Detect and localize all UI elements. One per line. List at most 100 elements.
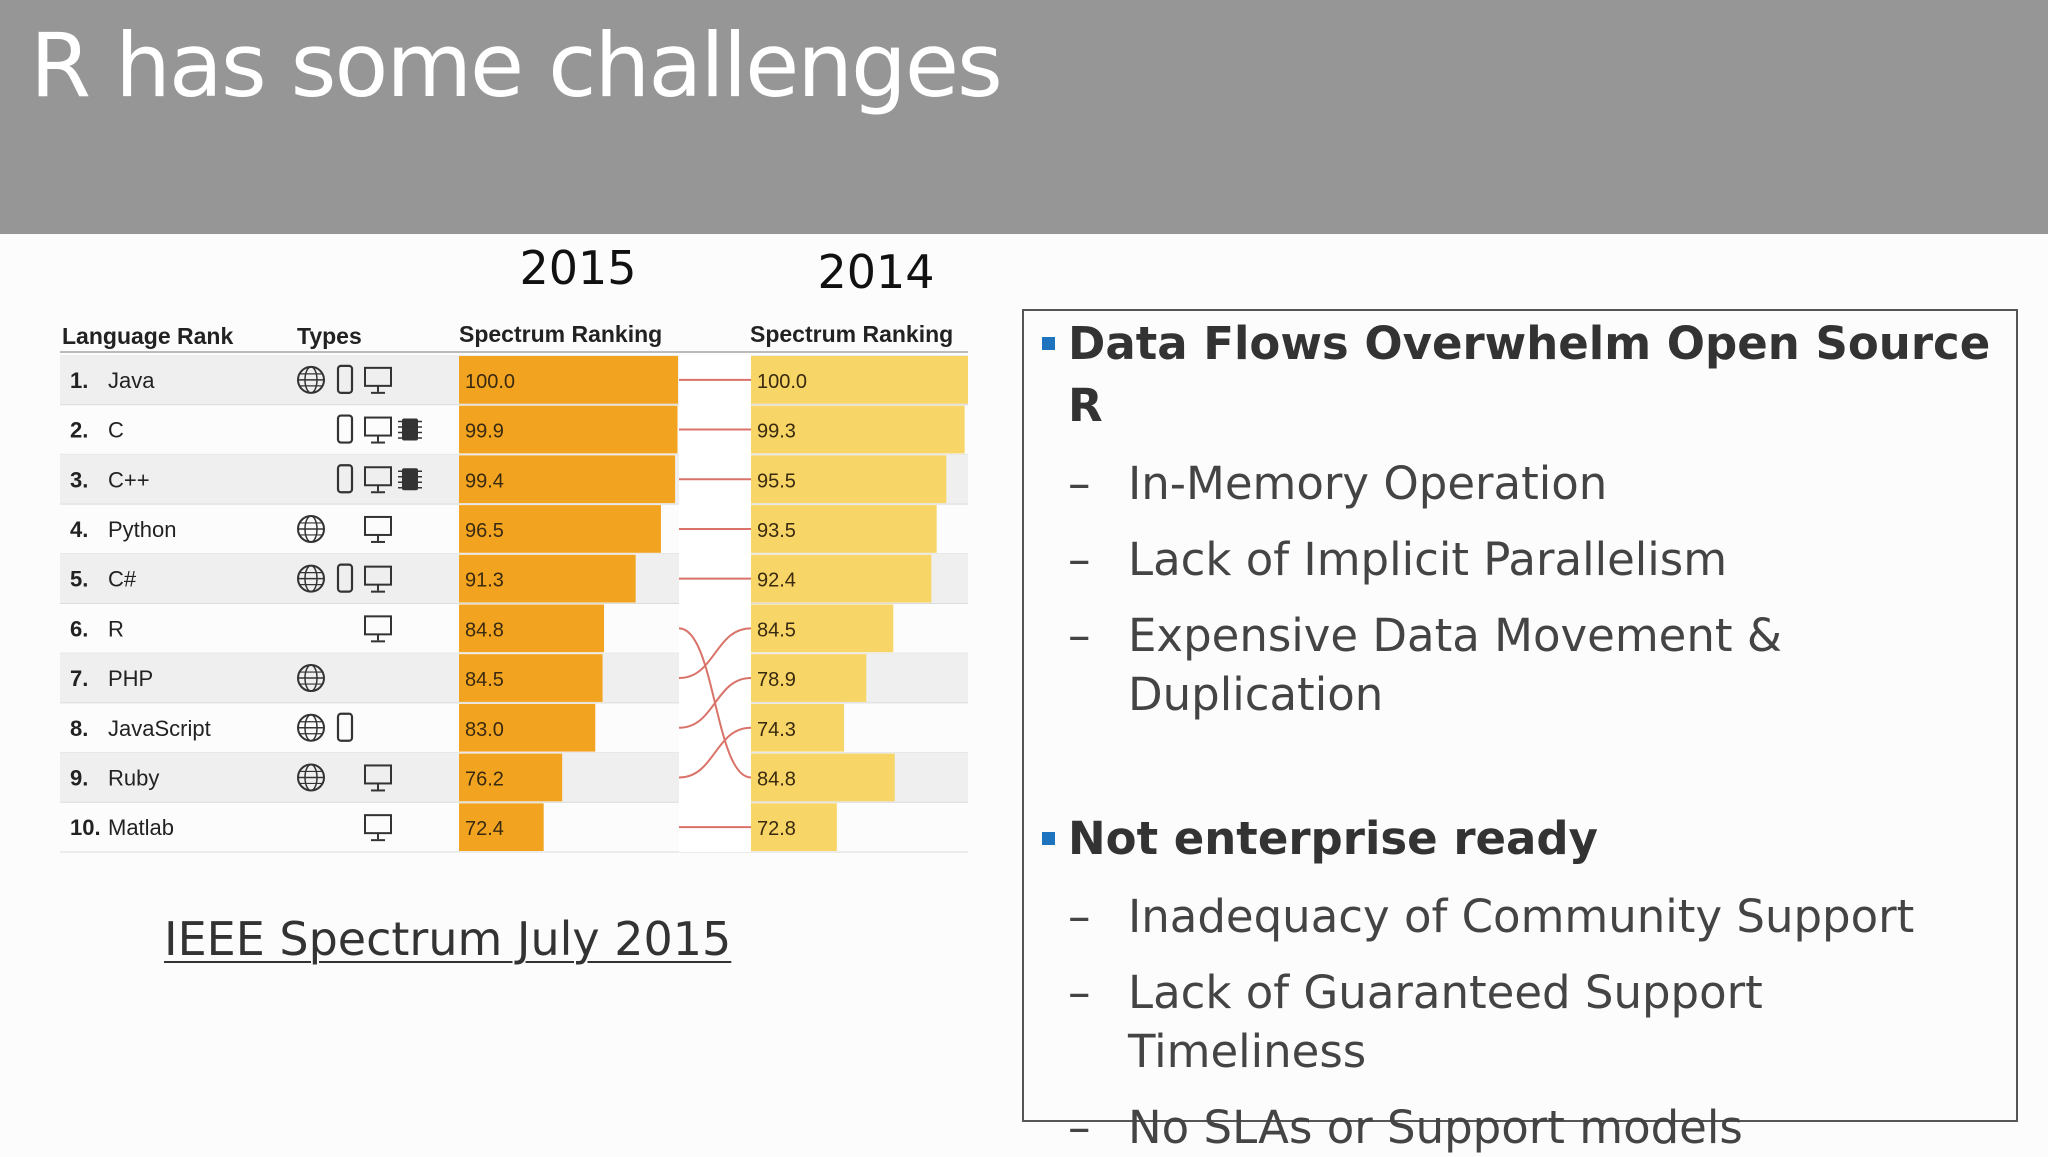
table-row: 8. JavaScript 83.0 74.3 [70,703,845,752]
header-types: Types [297,323,362,349]
dash-icon: – [1068,890,1091,943]
rank-number: 4. [70,517,88,542]
value-label-2015: 96.5 [465,520,504,542]
sub-bullet: – No SLAs or Support models [1042,1098,2012,1157]
bar-2014 [751,803,837,851]
value-label-2015: 84.8 [465,619,504,641]
bullet-heading: Data Flows Overwhelm Open Source R [1042,313,2012,437]
bar-2015 [459,703,596,752]
dash-icon: – [1068,609,1091,662]
desktop-icon [364,814,392,835]
sub-bullet-text: Inadequacy of Community Support [1128,890,1915,943]
language-name: PHP [108,666,153,691]
bullet-heading-text: Data Flows Overwhelm Open Source R [1068,317,1991,432]
table-row: 6. R 84.8 84.5 [70,604,894,653]
desktop-icon [364,515,392,536]
bullet-box: Data Flows Overwhelm Open Source R – In-… [1022,309,2018,1154]
embedded-icon [402,418,418,441]
value-label-2015: 72.4 [465,818,504,840]
sub-bullet-text: Lack of Guaranteed Support Timeliness [1128,966,1763,1078]
language-name: Ruby [108,765,159,790]
table-row: 2. C 99.9 99.3 [70,405,965,454]
language-name: C++ [108,467,150,492]
bar-2015 [459,455,676,504]
sub-bullet: – Lack of Implicit Parallelism [1042,530,2012,589]
header-spectrum-2014: Spectrum Ranking [750,321,953,347]
bullet-section-2: Not enterprise ready – Inadequacy of Com… [1042,808,2012,1157]
value-label-2014: 84.5 [757,619,796,641]
bar-2015 [459,554,636,603]
language-ranking-chart: 2015 2014 Language Rank Types Spectrum R… [60,241,968,853]
embedded-icon [402,468,418,491]
value-label-2015: 84.5 [465,669,504,691]
rank-number: 7. [70,666,88,691]
mobile-icon [336,364,354,394]
bar-2015 [459,753,563,802]
table-row: 10. Matlab 72.4 72.8 [70,803,837,851]
bar-2014 [751,554,932,603]
bar-2014 [751,654,867,702]
value-label-2014: 100.0 [757,371,807,393]
dash-icon: – [1068,966,1091,1019]
table-row: 4. Python 96.5 93.5 [70,505,937,553]
value-label-2015: 76.2 [465,768,504,790]
dash-icon: – [1068,457,1091,510]
title-bar: R has some challenges [0,0,2048,234]
value-label-2015: 83.0 [465,719,504,741]
bar-2015 [459,505,661,553]
bar-2014 [751,455,947,504]
slide-title: R has some challenges [30,14,1003,117]
rank-connector [678,677,752,729]
value-label-2014: 93.5 [757,520,796,542]
value-label-2014: 78.9 [757,669,796,691]
language-name: C [108,418,124,443]
value-label-2014: 95.5 [757,470,796,492]
year-label-2014: 2014 [817,245,934,299]
bar-2015 [459,405,678,454]
source-link[interactable]: IEEE Spectrum July 2015 [164,912,732,966]
value-label-2014: 84.8 [757,768,796,790]
rank-number: 3. [70,467,88,492]
rank-number: 2. [70,418,88,443]
sub-bullet: – Inadequacy of Community Support [1042,887,2012,946]
mobile-icon [336,712,354,742]
rank-number: 8. [70,716,88,741]
value-label-2015: 99.9 [465,421,504,443]
sub-bullet-text: Lack of Implicit Parallelism [1128,533,1728,586]
rank-number: 5. [70,567,88,592]
bar-2015 [459,604,605,653]
value-label-2015: 99.4 [465,470,504,492]
sub-bullet: – Lack of Guaranteed Support Timeliness [1042,963,2012,1081]
language-name: JavaScript [108,716,211,741]
value-label-2015: 100.0 [465,371,515,393]
table-row: 1. Java 100.0 100.0 [70,356,968,404]
table-row: 3. C++ 99.4 95.5 [70,455,947,504]
bar-2015 [459,654,603,702]
language-name: Matlab [108,815,174,840]
bar-2014 [751,405,965,454]
bullet-heading: Not enterprise ready [1042,808,2012,870]
bar-2014 [751,753,895,802]
bullet-section-1: Data Flows Overwhelm Open Source R – In-… [1042,313,2012,724]
sub-bullet-text: No SLAs or Support models [1128,1101,1743,1154]
table-row: 7. PHP 84.5 78.9 [70,654,867,702]
table-row: 5. C# 91.3 92.4 [70,554,932,603]
sub-bullet: – In-Memory Operation [1042,454,2012,513]
value-label-2014: 72.8 [757,818,796,840]
connector-gap [679,355,751,852]
language-name: Python [108,517,177,542]
language-name: R [108,616,124,641]
mobile-icon [336,464,354,494]
desktop-icon [364,615,392,636]
rank-number: 1. [70,368,88,393]
sub-bullet-text: Expensive Data Movement & Duplication [1128,609,1782,721]
header-spectrum-2015: Spectrum Ranking [459,321,662,347]
year-label-2015: 2015 [519,241,636,295]
bar-2014 [751,703,845,752]
rank-number: 10. [70,815,101,840]
dash-icon: – [1068,533,1091,586]
header-language-rank: Language Rank [62,323,233,349]
bar-2014 [751,356,968,404]
mobile-icon [336,563,354,593]
bullet-heading-text: Not enterprise ready [1068,812,1598,865]
